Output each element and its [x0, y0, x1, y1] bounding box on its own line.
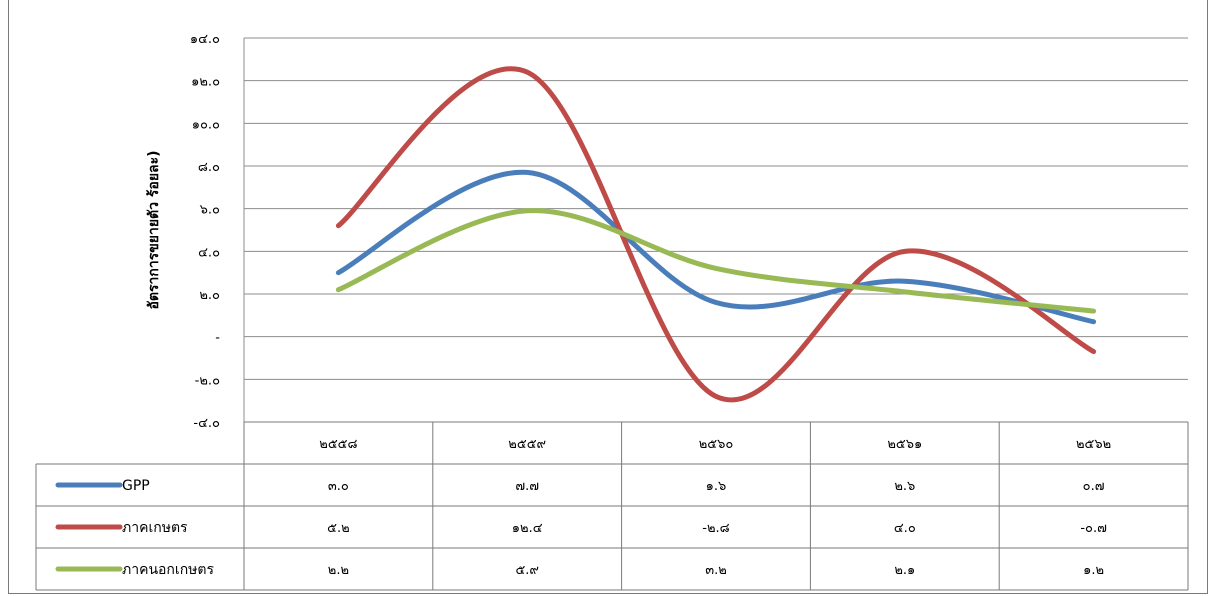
- data-cell: ๔.๐: [894, 521, 916, 536]
- x-tick-label: ๒๕๖๒: [1076, 437, 1111, 452]
- y-tick-labels: -๔.๐-๒.๐-๒.๐๔.๐๖.๐๘.๐๑๐.๐๑๒.๐๑๔.๐: [190, 32, 220, 431]
- data-cell: -๐.๗: [1080, 521, 1107, 536]
- y-tick-label: ๑๔.๐: [190, 32, 220, 47]
- legend-entry: ภาคเกษตร: [122, 520, 188, 536]
- y-tick-label: -๔.๐: [193, 416, 220, 431]
- legend-entry: GPP: [122, 478, 150, 494]
- series-line: [335, 169, 1097, 325]
- data-cell: ๕.๒: [327, 521, 350, 536]
- y-axis-label: อัตราการขยายตัว ร้อยละ): [146, 150, 162, 309]
- data-cell: ๓.๐: [328, 479, 349, 494]
- x-tick-label: ๒๕๕๘: [319, 437, 357, 452]
- y-tick-label: ๘.๐: [198, 160, 220, 175]
- y-tick-label: ๒.๐: [199, 288, 220, 303]
- data-cell: ๒.๑: [894, 563, 915, 578]
- y-tick-label: -: [215, 331, 220, 346]
- x-tick-label: ๒๕๖๐: [699, 437, 734, 452]
- data-cell: ๐.๗: [1083, 479, 1105, 494]
- y-tick-label: -๒.๐: [195, 373, 220, 388]
- y-tick-label: ๑๐.๐: [192, 117, 220, 132]
- series-line: [335, 66, 1097, 403]
- data-table: ๒๕๕๘ ๒๕๕๙ ๒๕๖๐ ๒๕๖๑ ๒๕๖๒ GPP ๓.๐ ๗.๗ ๑.๖ ๒.๖ ๐.๗ภา…: [35, 421, 1189, 591]
- y-tick-label: ๑๒.๐: [191, 75, 220, 90]
- legend-entry: ภาคนอกเกษตร: [122, 562, 214, 578]
- series-lines: [335, 66, 1097, 403]
- data-cell: ๑๒.๔: [512, 521, 543, 536]
- data-cell: ๒.๒: [328, 563, 349, 578]
- grid-lines: [243, 37, 1188, 423]
- data-cell: ๑.๒: [1083, 563, 1104, 578]
- series-line: [335, 208, 1097, 314]
- x-tick-label: ๒๕๖๑: [887, 437, 922, 452]
- data-cell: ๕.๙: [515, 563, 539, 578]
- data-cell: -๒.๘: [702, 521, 729, 536]
- data-cell: ๒.๖: [894, 479, 915, 494]
- data-cell: ๓.๒: [705, 563, 727, 578]
- y-tick-label: ๔.๐: [198, 245, 220, 260]
- chart-frame: [8, 0, 1208, 594]
- data-cell: ๗.๗: [515, 479, 539, 494]
- x-tick-label: ๒๕๕๙: [508, 437, 546, 452]
- y-tick-label: ๖.๐: [200, 203, 220, 218]
- data-cell: ๑.๖: [706, 479, 727, 494]
